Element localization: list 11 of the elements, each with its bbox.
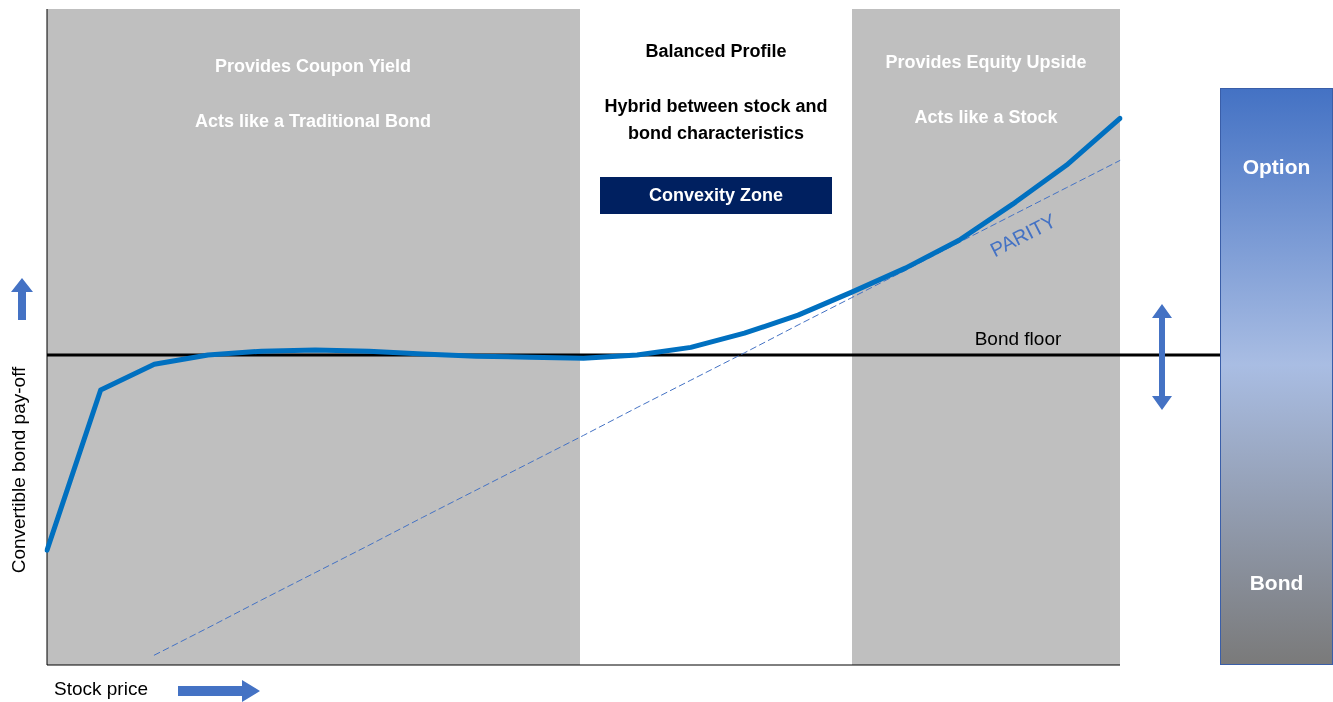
annotation: Acts like a Stock bbox=[914, 106, 1059, 127]
text: Balanced Profile bbox=[645, 40, 787, 61]
text: Provides Equity Upside bbox=[885, 51, 1087, 72]
gradient-scale: Option Bond bbox=[1220, 88, 1333, 665]
label-box: Convexity Zone bbox=[600, 177, 832, 214]
x-axis-title: Stock price bbox=[54, 678, 148, 700]
ref-line-label: Bond floor bbox=[974, 327, 1062, 349]
y-axis-title: Convertible bond pay-off bbox=[8, 365, 30, 574]
annotation: Hybrid between stock and bond characteristics bbox=[604, 95, 828, 143]
text: Provides Coupon Yield bbox=[214, 55, 412, 76]
annotation: Acts like a Traditional Bond bbox=[194, 110, 432, 131]
